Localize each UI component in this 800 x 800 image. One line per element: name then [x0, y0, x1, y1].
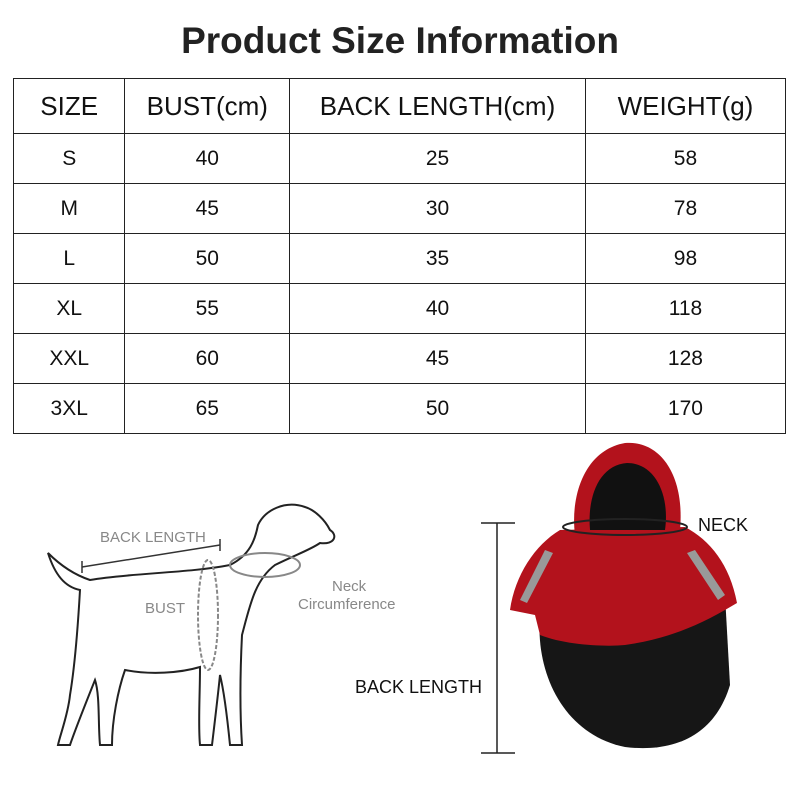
back-length-line: [81, 544, 221, 568]
table-row: S 40 25 58: [12, 133, 787, 184]
table-row: XXL 60 45 128: [12, 333, 787, 384]
table-cell: 60: [124, 333, 291, 384]
table-cell: L: [12, 233, 126, 284]
table-header-row: SIZE BUST(cm) BACK LENGTH(cm) WEIGHT(g): [12, 78, 787, 134]
table-cell: 118: [584, 283, 787, 334]
coat-image: [481, 442, 737, 754]
table-cell: 50: [124, 233, 291, 284]
table-cell: 40: [289, 283, 586, 334]
table-cell: 40: [124, 133, 291, 184]
table-cell: 65: [124, 383, 291, 434]
coat-back-length-label: BACK LENGTH: [355, 677, 483, 697]
header-back-length: BACK LENGTH(cm): [289, 78, 586, 134]
table-cell: 45: [289, 333, 586, 384]
page-title: Product Size Information: [181, 20, 619, 61]
table-cell: 30: [289, 183, 586, 234]
table-cell: 25: [289, 133, 586, 184]
table-cell: 3XL: [12, 383, 126, 434]
header-bust: BUST(cm): [124, 78, 291, 134]
header-size: SIZE: [12, 78, 126, 134]
table-cell: 50: [289, 383, 586, 434]
table-cell: 128: [584, 333, 787, 384]
table-cell: XXL: [12, 333, 126, 384]
table-cell: 170: [584, 383, 787, 434]
bust-ellipse: [197, 559, 219, 671]
coat-neck-label: NECK: [698, 515, 749, 535]
dog-diagram: [47, 503, 336, 746]
table-cell: XL: [12, 283, 126, 334]
table-row: L 50 35 98: [12, 233, 787, 284]
size-table: SIZE BUST(cm) BACK LENGTH(cm) WEIGHT(g) …: [12, 78, 787, 434]
table-cell: 78: [584, 183, 787, 234]
dog-bust-label: BUST: [145, 600, 186, 617]
coat-neck-ellipse: [562, 518, 688, 536]
neck-ellipse: [229, 552, 301, 578]
table-row: 3XL 65 50 170: [12, 383, 787, 434]
dog-neck-label: Neck: [332, 578, 367, 595]
table-cell: 98: [584, 233, 787, 284]
table-cell: 58: [584, 133, 787, 184]
dog-back-length-label: BACK LENGTH: [100, 529, 206, 546]
table-cell: 45: [124, 183, 291, 234]
table-cell: S: [12, 133, 126, 184]
table-row: M 45 30 78: [12, 183, 787, 234]
dog-outline: [47, 503, 336, 746]
table-cell: M: [12, 183, 126, 234]
table-row: XL 55 40 118: [12, 283, 787, 334]
header-weight: WEIGHT(g): [584, 78, 787, 134]
table-cell: 55: [124, 283, 291, 334]
table-cell: 35: [289, 233, 586, 284]
coat-body: [510, 527, 737, 646]
dog-neck-label-2: Circumference: [298, 596, 396, 613]
